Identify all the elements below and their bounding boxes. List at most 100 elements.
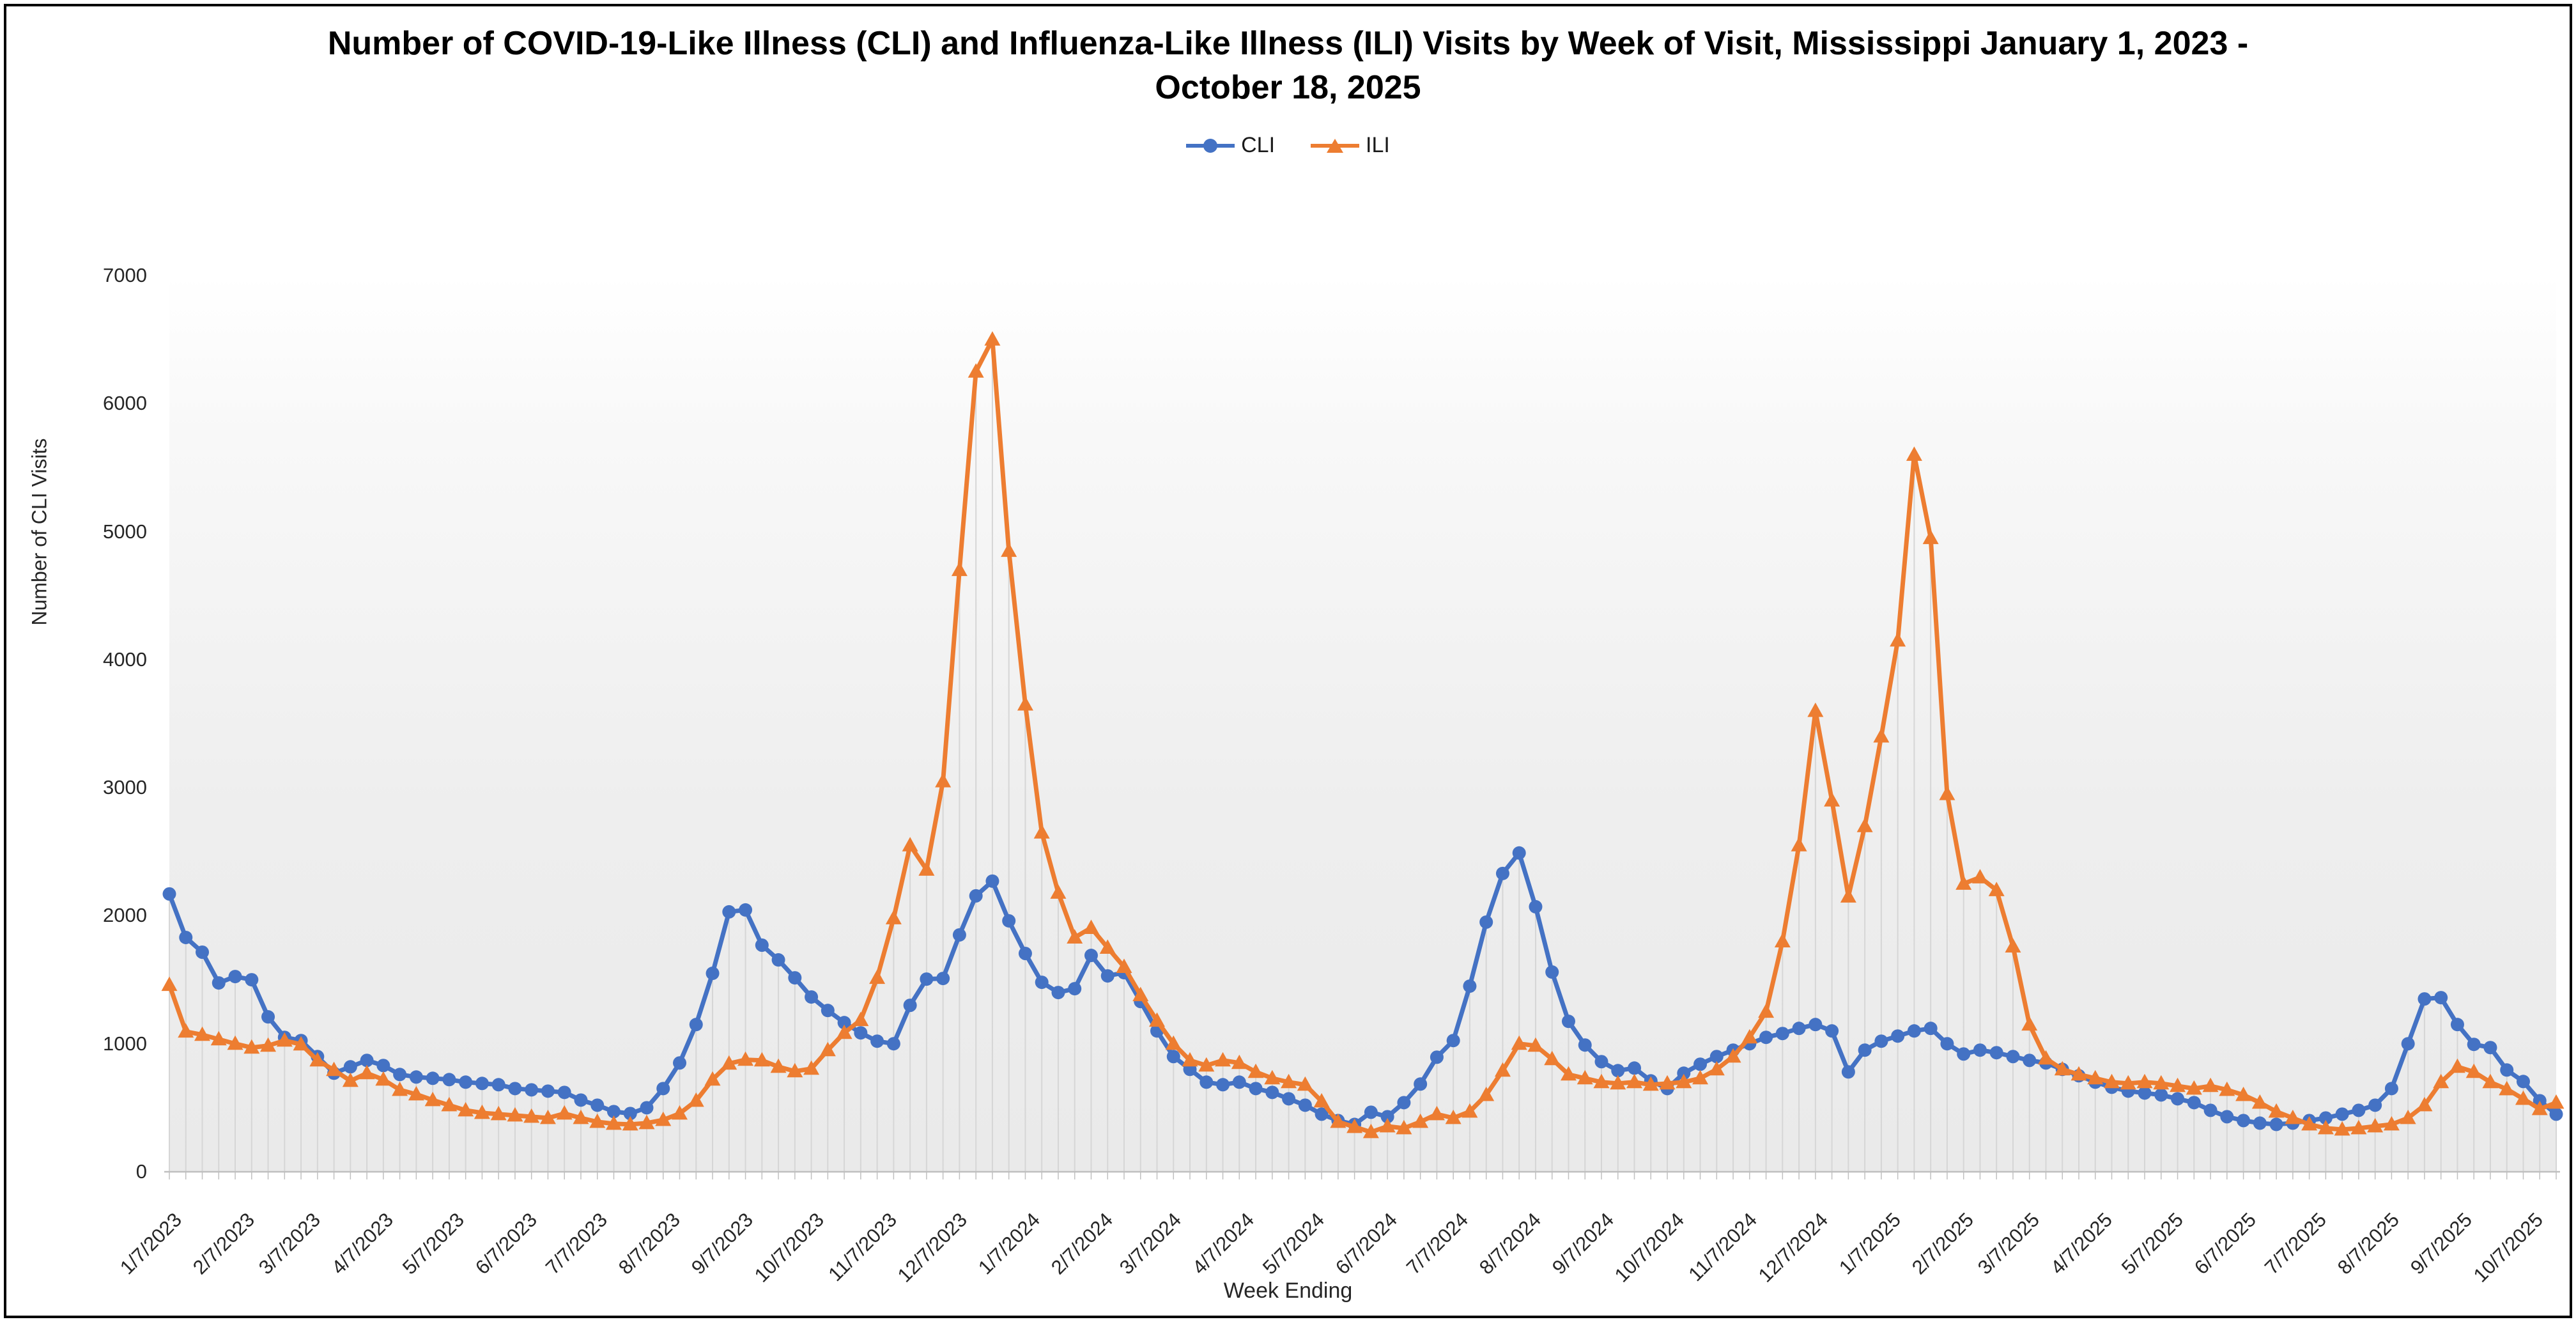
ili-point [2317,1119,2334,1135]
ili-point [688,1092,704,1107]
ili-point [869,969,886,984]
ili-point [2120,1075,2136,1090]
ili-point [539,1109,556,1124]
ili-point [1346,1118,1363,1133]
ili-point [951,561,968,577]
cli-point [1430,1050,1444,1064]
cli-point [1166,1050,1180,1064]
ili-point [507,1107,523,1122]
y-tick-label: 1000 [103,1032,147,1055]
ili-point [852,1011,869,1027]
ili-point [1807,702,1824,717]
cli-point [2549,1107,2563,1121]
plot-area [169,276,2556,1172]
cli-point [409,1070,423,1084]
cli-point [1693,1057,1708,1071]
cli-point [722,905,736,919]
cli-point [360,1054,374,1068]
cli-point [969,889,983,903]
cli-point [1199,1075,1214,1089]
ili-point [326,1061,343,1077]
cli-point [1216,1078,1230,1092]
cli-point [491,1078,505,1092]
cli-point [393,1068,407,1082]
ili-point [2202,1077,2219,1093]
cli-point [2171,1092,2185,1106]
ili-point [556,1105,573,1120]
ili-point [260,1037,277,1052]
ili-point [1955,875,1972,890]
cli-point [261,1010,275,1024]
ili-point [490,1105,507,1121]
ili-point [2367,1117,2384,1133]
cli-point [1611,1064,1625,1078]
cli-point [870,1034,884,1048]
ili-point [968,363,984,378]
ili-point [1116,958,1132,974]
ili-point [1939,786,1955,800]
ili-point [1165,1035,1182,1050]
cli-point [459,1075,473,1089]
cli-point [1479,915,1493,929]
cli-point [936,972,950,986]
cli-point [640,1101,654,1115]
y-tick-label: 4000 [103,648,147,671]
cli-point [475,1077,489,1091]
ili-point [2136,1073,2153,1089]
cli-point [1792,1022,1806,1036]
cli-point [1282,1092,1296,1106]
cli-point [2533,1094,2547,1108]
ili-point [1560,1066,1577,1081]
cli-point [1495,866,1509,880]
cli-point [2516,1075,2530,1089]
cli-point [1628,1061,1642,1075]
ili-point [1906,446,1922,461]
ili-point [2170,1077,2186,1093]
cli-point [557,1085,571,1100]
cli-point [985,874,999,888]
ili-point [2482,1073,2499,1089]
ili-point [1149,1012,1166,1027]
ili-point [1971,869,1988,883]
cli-point [1891,1029,1905,1043]
ili-point [1511,1035,1527,1050]
ili-point [573,1109,589,1124]
cli-point [2269,1117,2283,1131]
legend-item-cli[interactable]: CLI [1186,133,1275,158]
cli-point [1973,1043,1987,1057]
ili-point [1725,1048,1741,1063]
ili-point [2268,1103,2285,1118]
cli-point [771,953,785,967]
ili-point [1922,529,1939,545]
ili-point [1264,1069,1281,1085]
x-axis-title: Week Ending [1223,1279,1353,1303]
legend-item-ili[interactable]: ILI [1311,133,1390,158]
cli-point [442,1073,456,1087]
cli-point [1068,982,1082,996]
ili-point [2383,1116,2400,1131]
cli-point [343,1060,357,1074]
ili-point [753,1052,770,1067]
y-tick-label: 2000 [103,904,147,927]
ili-point [194,1026,211,1041]
ili-point [1281,1073,1297,1089]
ili-point [1396,1119,1412,1135]
ili-point [1462,1103,1478,1118]
cli-point [1957,1047,1971,1061]
ili-point [638,1114,655,1130]
ili-point [1873,728,1890,743]
cli-point [606,1105,621,1119]
ili-point [803,1060,820,1075]
ili-point [1428,1105,1445,1121]
ili-point [589,1113,606,1128]
chart-title: Number of COVID-19-Like Illness (CLI) an… [327,25,2249,106]
cli-point [574,1093,588,1107]
ili-point [2104,1073,2120,1089]
ili-point [1313,1093,1330,1108]
ili-point [2334,1121,2350,1136]
ili-point [2087,1069,2104,1085]
cli-point [1002,914,1016,928]
ili-point [458,1101,474,1117]
cli-point [162,887,176,901]
